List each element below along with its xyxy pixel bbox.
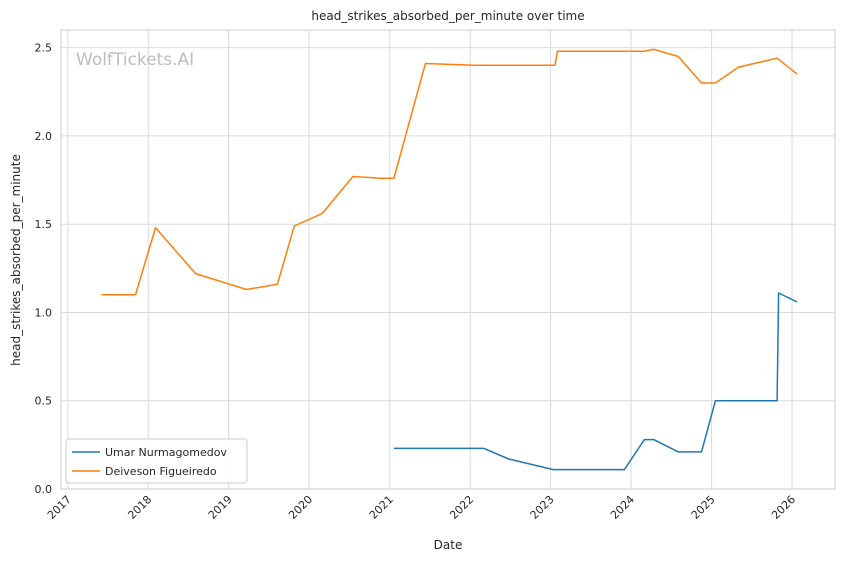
watermark: WolfTickets.AI: [76, 50, 194, 70]
y-tick-label: 2.0: [35, 130, 53, 143]
plot-area-frame: [60, 29, 836, 490]
series-line-umar-nurmagomedov: [393, 292, 798, 471]
legend: Umar Nurmagomedov Deiveson Figueiredo: [65, 438, 248, 484]
y-axis-title: head_strikes_absorbed_per_minute: [9, 154, 23, 366]
x-axis-title: Date: [434, 538, 463, 552]
legend-box: [65, 438, 248, 484]
chart-title: head_strikes_absorbed_per_minute over ti…: [311, 9, 584, 23]
y-tick-label: 1.0: [35, 306, 53, 319]
series-lines: [101, 48, 798, 471]
y-tick-label: 2.5: [35, 42, 53, 55]
y-tick-label: 0.0: [35, 483, 53, 496]
y-tick-label: 1.5: [35, 218, 53, 231]
legend-label-umar-nurmagomedov: Umar Nurmagomedov: [105, 446, 227, 459]
grid-lines: [61, 30, 835, 490]
legend-label-deiveson-figueiredo: Deiveson Figueiredo: [105, 465, 217, 478]
y-tick-label: 0.5: [35, 395, 53, 408]
series-line-deiveson-figueiredo: [101, 48, 798, 296]
